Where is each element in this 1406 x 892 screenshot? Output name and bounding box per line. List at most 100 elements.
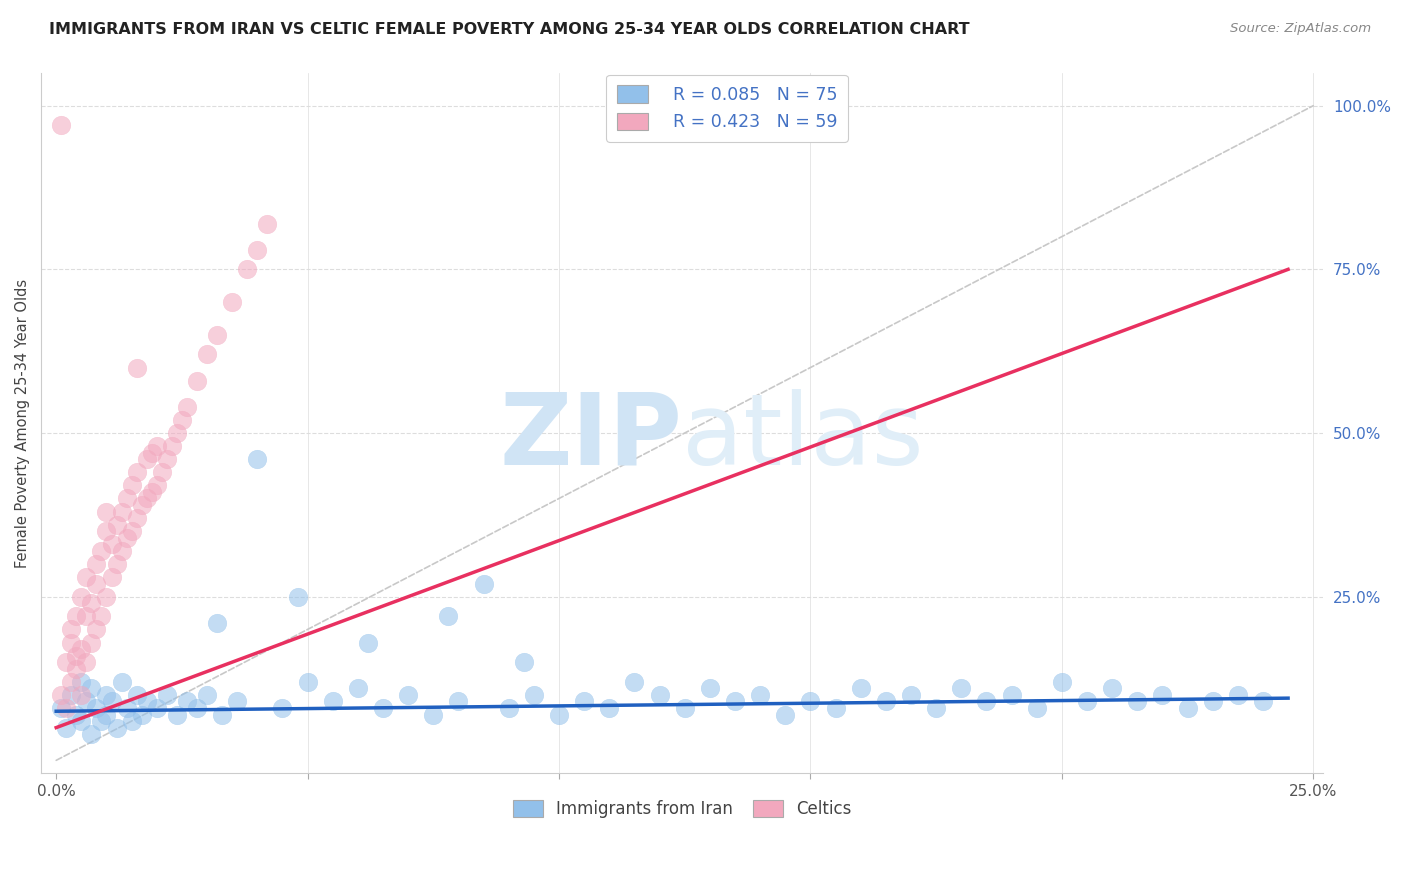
Point — [437, 609, 460, 624]
Point — [60, 674, 83, 689]
Point — [135, 491, 157, 506]
Point — [90, 714, 112, 728]
Point — [472, 576, 495, 591]
Point — [371, 701, 394, 715]
Point — [135, 694, 157, 708]
Point — [70, 642, 93, 657]
Point — [572, 694, 595, 708]
Point — [110, 674, 132, 689]
Point — [96, 590, 118, 604]
Point — [96, 707, 118, 722]
Point — [86, 576, 108, 591]
Point — [141, 485, 163, 500]
Point — [75, 609, 97, 624]
Point — [125, 360, 148, 375]
Point — [925, 701, 948, 715]
Point — [55, 721, 77, 735]
Point — [950, 681, 973, 696]
Point — [166, 707, 188, 722]
Point — [548, 707, 571, 722]
Point — [875, 694, 897, 708]
Point — [145, 701, 167, 715]
Point — [80, 727, 103, 741]
Point — [80, 635, 103, 649]
Y-axis label: Female Poverty Among 25-34 Year Olds: Female Poverty Among 25-34 Year Olds — [15, 278, 30, 568]
Point — [849, 681, 872, 696]
Point — [75, 570, 97, 584]
Point — [105, 721, 128, 735]
Point — [51, 119, 73, 133]
Point — [125, 688, 148, 702]
Point — [110, 544, 132, 558]
Point — [70, 688, 93, 702]
Point — [96, 524, 118, 539]
Point — [55, 701, 77, 715]
Point — [176, 694, 198, 708]
Point — [65, 662, 87, 676]
Point — [115, 701, 138, 715]
Point — [100, 570, 122, 584]
Point — [105, 557, 128, 571]
Point — [271, 701, 294, 715]
Point — [51, 701, 73, 715]
Point — [80, 596, 103, 610]
Point — [976, 694, 998, 708]
Point — [125, 511, 148, 525]
Point — [86, 557, 108, 571]
Point — [1152, 688, 1174, 702]
Point — [150, 465, 173, 479]
Point — [287, 590, 309, 604]
Point — [1177, 701, 1199, 715]
Point — [75, 694, 97, 708]
Point — [100, 537, 122, 551]
Text: Source: ZipAtlas.com: Source: ZipAtlas.com — [1230, 22, 1371, 36]
Point — [186, 701, 208, 715]
Point — [145, 478, 167, 492]
Point — [205, 327, 228, 342]
Point — [195, 347, 218, 361]
Point — [347, 681, 370, 696]
Point — [96, 688, 118, 702]
Point — [749, 688, 772, 702]
Point — [256, 217, 278, 231]
Point — [55, 655, 77, 669]
Point — [673, 701, 696, 715]
Point — [598, 701, 620, 715]
Point — [100, 694, 122, 708]
Point — [145, 439, 167, 453]
Point — [75, 655, 97, 669]
Point — [131, 498, 153, 512]
Point — [699, 681, 721, 696]
Point — [166, 425, 188, 440]
Point — [186, 374, 208, 388]
Point — [205, 615, 228, 630]
Point — [195, 688, 218, 702]
Point — [60, 635, 83, 649]
Point — [125, 465, 148, 479]
Point — [322, 694, 344, 708]
Point — [246, 452, 269, 467]
Point — [900, 688, 922, 702]
Point — [65, 707, 87, 722]
Point — [115, 491, 138, 506]
Point — [799, 694, 821, 708]
Point — [221, 295, 243, 310]
Point — [1076, 694, 1098, 708]
Point — [90, 544, 112, 558]
Legend: Immigrants from Iran, Celtics: Immigrants from Iran, Celtics — [506, 793, 858, 824]
Point — [60, 688, 83, 702]
Point — [51, 688, 73, 702]
Point — [141, 445, 163, 459]
Point — [170, 413, 193, 427]
Point — [1226, 688, 1249, 702]
Point — [131, 707, 153, 722]
Point — [724, 694, 747, 708]
Point — [121, 714, 143, 728]
Point — [1251, 694, 1274, 708]
Point — [70, 674, 93, 689]
Point — [115, 531, 138, 545]
Point — [1050, 674, 1073, 689]
Point — [396, 688, 419, 702]
Point — [86, 623, 108, 637]
Point — [96, 505, 118, 519]
